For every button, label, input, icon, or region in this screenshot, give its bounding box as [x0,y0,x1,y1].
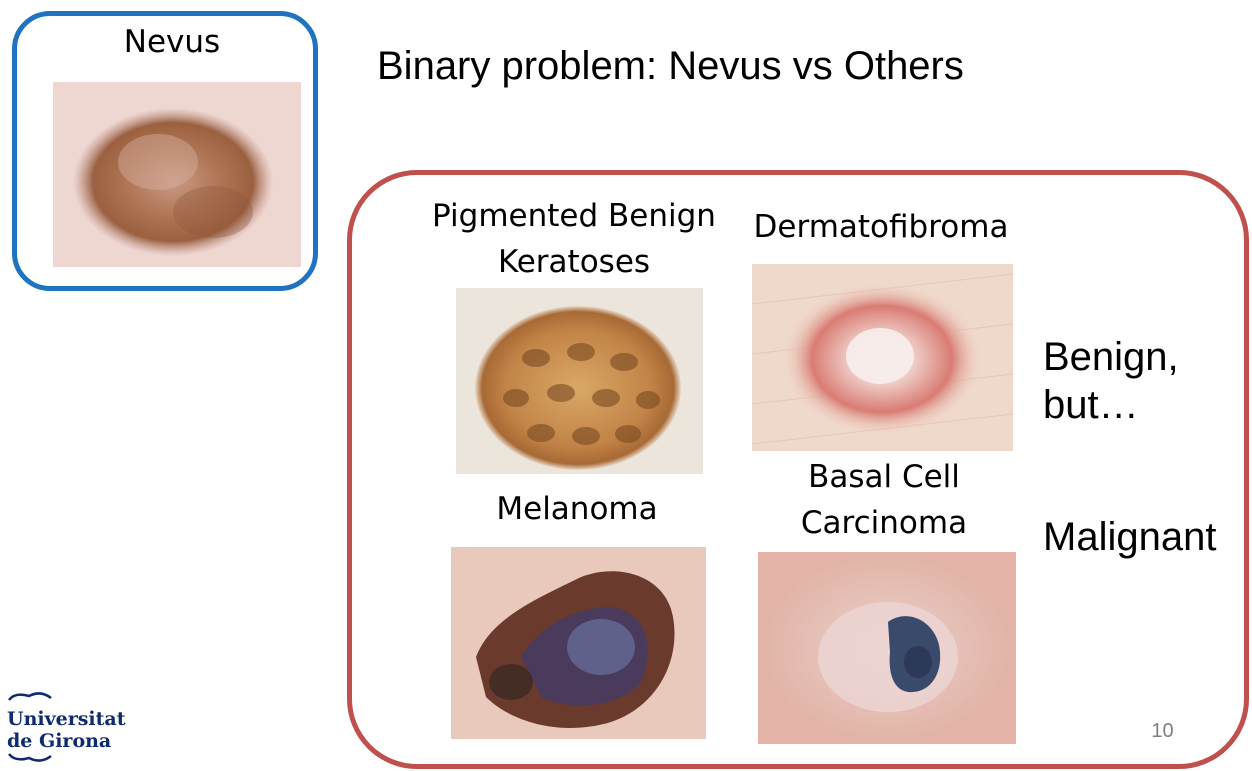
nevus-image [53,82,301,267]
melanoma-label: Melanoma [496,491,658,527]
slide-title: Binary problem: Nevus vs Others [377,44,964,88]
malignant-label: Malignant [1043,515,1217,559]
bcc-label: Basal Cell Carcinoma [758,454,1010,546]
benign-label-line1: Benign, [1043,335,1179,379]
dermatofibroma-image [752,264,1013,451]
others-panel [347,170,1249,769]
benign-label-line2: but… [1043,383,1139,427]
bcc-label-line2: Carcinoma [800,505,968,541]
page-number: 10 [1151,720,1174,742]
dermatofibroma-label: Dermatofibroma [753,209,1009,245]
bcc-label-line1: Basal Cell [808,459,960,495]
nevus-panel [12,11,318,291]
university-logo-line2: de Girona [7,730,112,752]
pbk-label-line1: Pigmented Benign [432,198,716,234]
benign-label: Benign, but… [1043,333,1233,429]
nevus-label: Nevus [123,24,221,60]
pbk-image [456,288,703,474]
university-logo-line1: Universitat [7,708,126,730]
pbk-label-line2: Keratoses [497,244,651,280]
bcc-image [758,552,1016,744]
pbk-label: Pigmented Benign Keratoses [418,193,730,285]
melanoma-image [451,547,706,739]
university-logo-bracket-icon [8,692,52,762]
